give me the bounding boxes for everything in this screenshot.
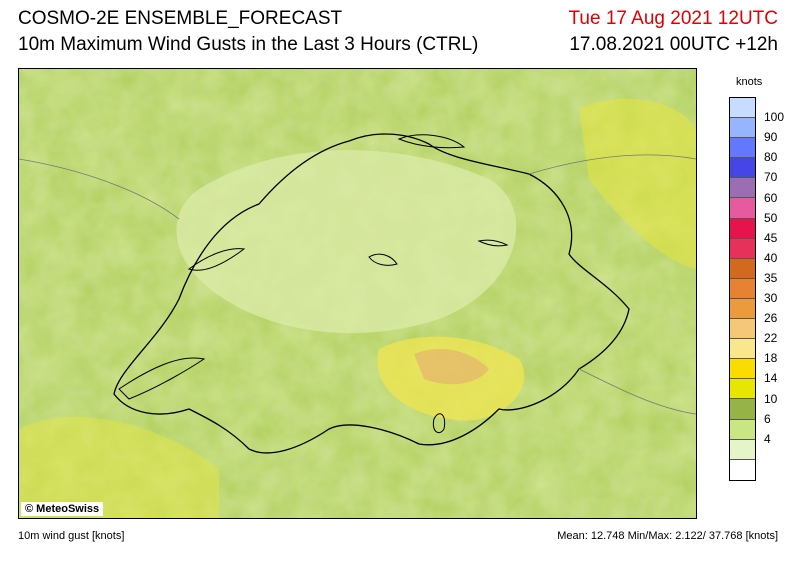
- legend-tick-label: 100: [764, 110, 785, 125]
- lake-walen: [477, 239, 509, 247]
- legend-tick-label: 6: [764, 411, 771, 426]
- legend-tick-label: 35: [764, 270, 778, 285]
- high-gust-core: [414, 349, 489, 385]
- legend-swatch: [730, 399, 755, 420]
- legend-tick-label: 14: [764, 371, 778, 386]
- credit-label: © MeteoSwiss: [21, 502, 104, 516]
- legend-swatch: [730, 98, 755, 119]
- lake-geneva: [118, 357, 206, 400]
- legend-tick-label: 80: [764, 150, 778, 165]
- border-germany-austria: [528, 154, 696, 175]
- legend-swatch: [730, 339, 755, 360]
- legend-swatch: [730, 258, 755, 279]
- border-france-germany: [19, 158, 180, 220]
- plateau-area: [176, 150, 517, 334]
- legend-tick-label: 70: [764, 170, 778, 185]
- legend-swatch: [730, 278, 755, 299]
- legend-swatch: [730, 298, 755, 320]
- lake-maggiore: [432, 413, 446, 434]
- legend-swatch: [730, 158, 755, 179]
- eastern-gust-zone: [579, 98, 696, 269]
- run-time: 17.08.2021 00UTC +12h: [569, 34, 778, 55]
- footer-field-label: 10m wind gust [knots]: [18, 530, 125, 542]
- southwest-gust-zone: [19, 416, 219, 518]
- legend-swatch: [730, 178, 755, 199]
- legend-swatch: [730, 419, 755, 440]
- legend-swatch: [730, 459, 755, 480]
- legend-swatch: [730, 359, 755, 380]
- lake-lucerne: [368, 253, 398, 266]
- legend-tick-label: 90: [764, 130, 778, 145]
- legend-swatch: [730, 138, 755, 159]
- legend-swatch: [730, 379, 755, 400]
- legend-swatch: [730, 238, 755, 259]
- model-title: COSMO-2E ENSEMBLE_FORECAST: [18, 8, 343, 29]
- legend-swatch: [730, 118, 755, 139]
- legend-swatch: [730, 218, 755, 239]
- legend-tick-label: 40: [764, 250, 778, 265]
- border-italy-austria: [578, 368, 696, 415]
- legend-tick-label: 4: [764, 431, 771, 446]
- valid-time: Tue 17 Aug 2021 12UTC: [568, 8, 779, 29]
- color-legend: [729, 97, 756, 481]
- legend-swatch: [730, 439, 755, 460]
- legend-unit: knots: [736, 76, 763, 88]
- legend-tick-label: 22: [764, 331, 778, 346]
- legend-tick-label: 50: [764, 210, 778, 225]
- legend-tick-label: 45: [764, 230, 778, 245]
- legend-tick-label: 30: [764, 291, 778, 305]
- legend-swatch: [730, 198, 755, 219]
- legend-swatch: [730, 319, 755, 340]
- legend-tick-label: 60: [764, 190, 778, 205]
- country-border: [113, 133, 630, 454]
- legend-tick-label: 18: [764, 351, 778, 366]
- legend-tick-label: 26: [764, 311, 778, 326]
- footer-stats: Mean: 12.748 Min/Max: 2.122/ 37.768 [kno…: [557, 530, 778, 542]
- lake-constance: [397, 134, 466, 149]
- lake-neuchatel: [187, 248, 246, 271]
- legend-tick-label: 10: [764, 391, 778, 406]
- wind-gust-map[interactable]: © MeteoSwiss: [18, 68, 697, 519]
- field-title: 10m Maximum Wind Gusts in the Last 3 Hou…: [18, 34, 479, 55]
- map-canvas: [19, 69, 696, 518]
